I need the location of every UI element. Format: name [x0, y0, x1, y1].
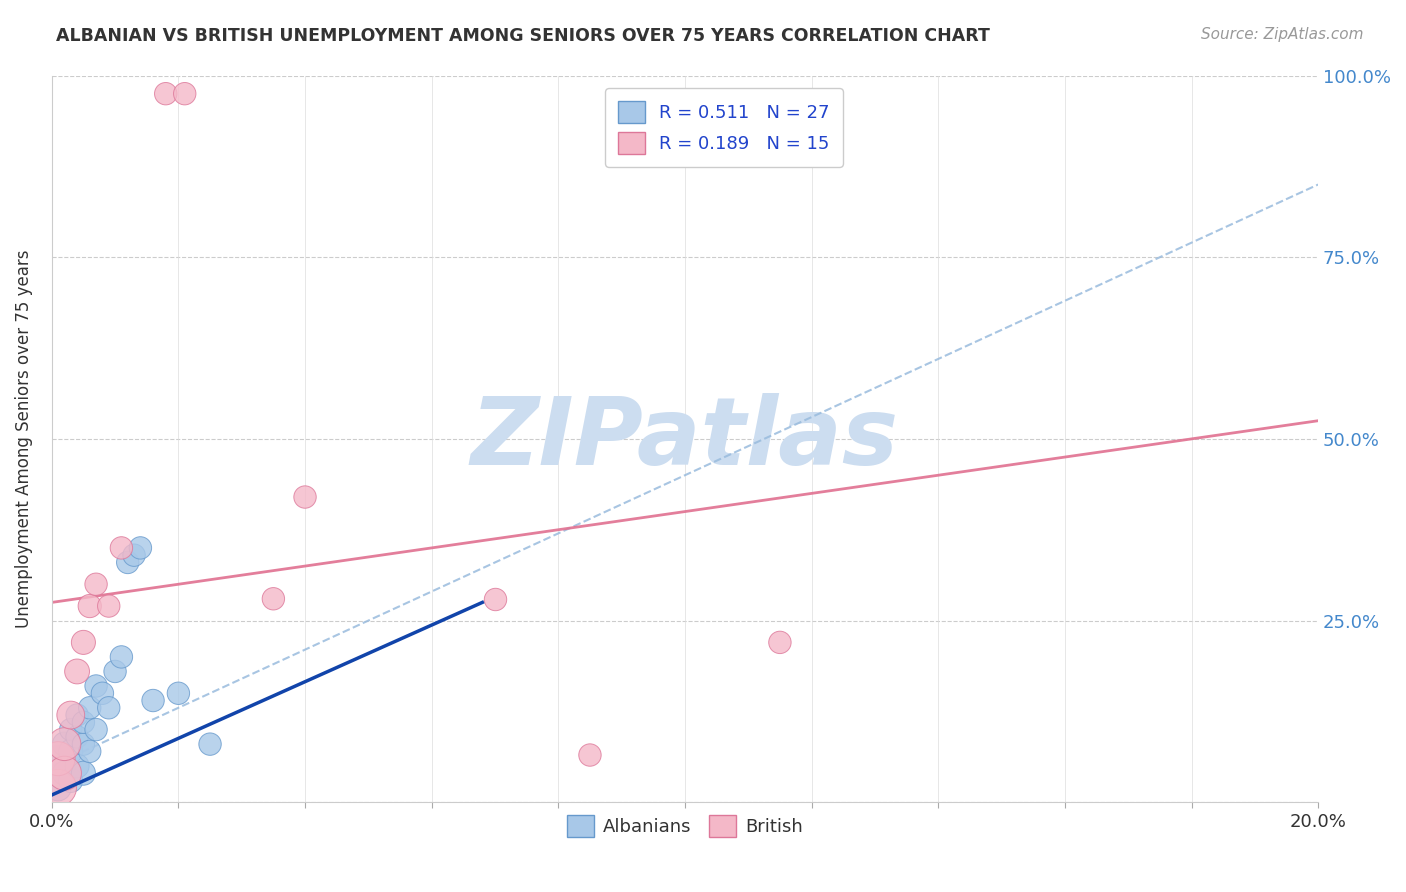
Point — [46, 780, 69, 795]
Point — [129, 541, 152, 555]
Point — [79, 599, 101, 613]
Text: Source: ZipAtlas.com: Source: ZipAtlas.com — [1201, 27, 1364, 42]
Text: ALBANIAN VS BRITISH UNEMPLOYMENT AMONG SENIORS OVER 75 YEARS CORRELATION CHART: ALBANIAN VS BRITISH UNEMPLOYMENT AMONG S… — [56, 27, 990, 45]
Point — [72, 737, 94, 751]
Point — [72, 766, 94, 780]
Point — [117, 556, 139, 570]
Point — [72, 715, 94, 730]
Point — [142, 693, 165, 707]
Point — [173, 87, 195, 101]
Point — [66, 759, 89, 773]
Point — [72, 635, 94, 649]
Point — [84, 679, 107, 693]
Point — [59, 773, 82, 788]
Point — [66, 665, 89, 679]
Point — [104, 665, 127, 679]
Point — [46, 752, 69, 766]
Point — [84, 723, 107, 737]
Point — [66, 730, 89, 744]
Point — [53, 766, 76, 780]
Point — [769, 635, 792, 649]
Point — [79, 700, 101, 714]
Point — [262, 591, 284, 606]
Point — [110, 649, 132, 664]
Point — [79, 744, 101, 758]
Point — [579, 747, 602, 762]
Point — [66, 708, 89, 723]
Point — [53, 737, 76, 751]
Point — [110, 541, 132, 555]
Point — [97, 599, 120, 613]
Point — [59, 723, 82, 737]
Point — [294, 490, 316, 504]
Point — [167, 686, 190, 700]
Point — [484, 591, 506, 606]
Point — [122, 548, 145, 562]
Legend: Albanians, British: Albanians, British — [560, 807, 810, 844]
Point — [59, 744, 82, 758]
Point — [46, 752, 69, 766]
Point — [59, 708, 82, 723]
Text: ZIPatlas: ZIPatlas — [471, 392, 898, 485]
Point — [155, 87, 177, 101]
Point — [198, 737, 221, 751]
Point — [53, 766, 76, 780]
Point — [84, 577, 107, 591]
Y-axis label: Unemployment Among Seniors over 75 years: Unemployment Among Seniors over 75 years — [15, 250, 32, 628]
Point — [91, 686, 114, 700]
Point — [97, 700, 120, 714]
Point — [53, 737, 76, 751]
Point — [46, 780, 69, 795]
